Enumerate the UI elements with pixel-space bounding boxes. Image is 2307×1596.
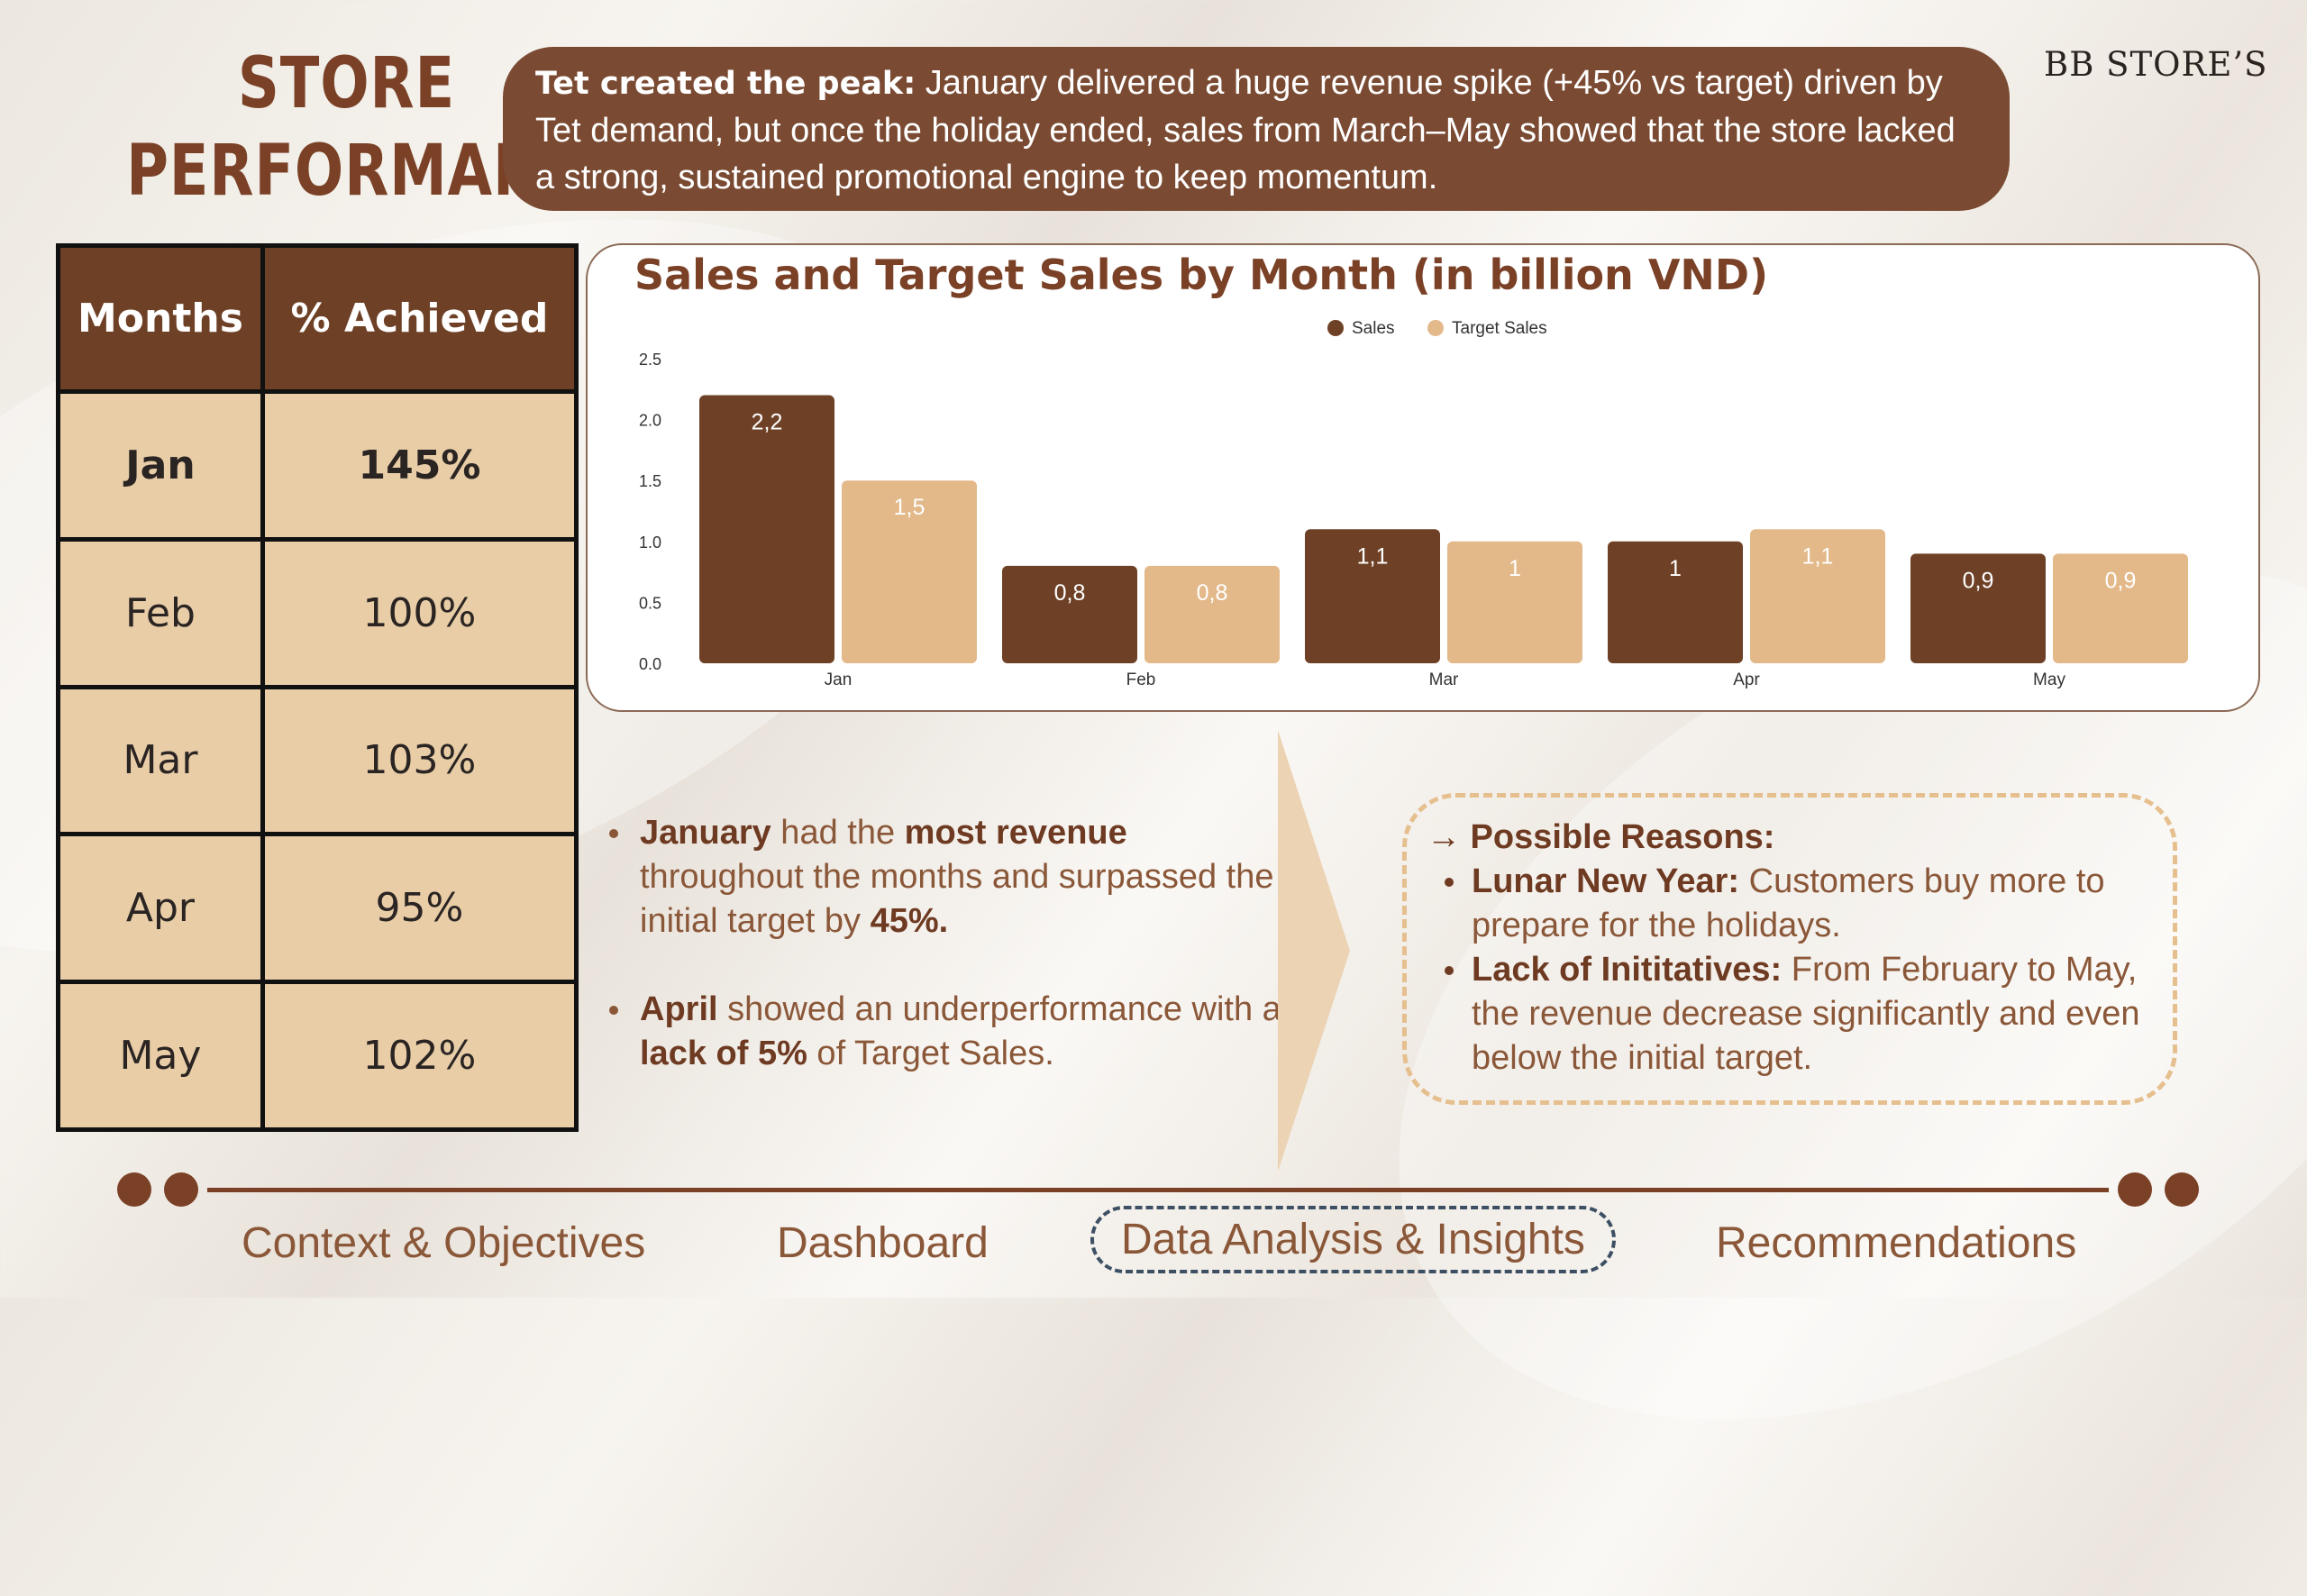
bar-target xyxy=(1447,541,1582,663)
nav-data-analysis-insights[interactable]: Data Analysis & Insights xyxy=(1090,1206,1616,1273)
legend-marker xyxy=(1327,320,1344,336)
table-row: Apr 95% xyxy=(56,832,579,985)
chart-title: Sales and Target Sales by Month (in bill… xyxy=(634,251,1769,299)
table-row: Jan 145% xyxy=(56,389,579,542)
table-cell-month: May xyxy=(56,980,265,1132)
footer-divider xyxy=(207,1188,2109,1192)
reason-text: From February to May, the revenue decrea… xyxy=(1472,951,2140,1077)
insight-bold: January xyxy=(640,814,771,852)
x-tick-label: Feb xyxy=(1126,670,1156,689)
legend-label: Target Sales xyxy=(1452,319,1547,338)
bar-sales xyxy=(1305,529,1440,663)
table-row: Feb 100% xyxy=(56,536,579,689)
table-row: Mar 103% xyxy=(56,684,579,837)
data-label: 0,8 xyxy=(1197,580,1228,606)
insight-bold: April xyxy=(640,990,718,1028)
x-tick-label: Apr xyxy=(1733,670,1760,689)
insight-banner-text: January delivered a huge revenue spike (… xyxy=(535,64,1956,196)
y-tick-label: 0.5 xyxy=(639,594,661,612)
table-cell-month: Apr xyxy=(56,832,265,985)
data-label: 1,1 xyxy=(1802,543,1834,569)
insight-text: of Target Sales. xyxy=(807,1035,1054,1072)
data-label: 0,8 xyxy=(1054,580,1086,606)
page-title-line: STORE xyxy=(237,43,455,124)
legend-label: Sales xyxy=(1352,319,1395,338)
data-label: 0,9 xyxy=(1963,568,1994,593)
insight-banner: Tet created the peak: January delivered … xyxy=(503,47,2010,211)
x-tick-label: May xyxy=(2033,670,2065,689)
footer-dot xyxy=(164,1172,198,1207)
bar-target xyxy=(1750,529,1885,663)
y-tick-label: 1.5 xyxy=(639,472,661,490)
data-label: 1 xyxy=(1669,556,1682,581)
bar-sales xyxy=(699,395,834,663)
bar-target xyxy=(2053,553,2188,663)
reason-text: Customers buy more to prepare for the ho… xyxy=(1472,862,2105,944)
bar-sales xyxy=(1002,565,1137,663)
table-cell-achieved: 102% xyxy=(260,980,579,1132)
table-cell-month: Feb xyxy=(56,536,265,689)
insight-text: showed an underperformance with a xyxy=(717,990,1281,1028)
sales-target-bar-chart: 0.0 0.5 1.0 1.5 2.0 2.5 2,2 1,5 Jan 0,8 0,8 Feb 1,1 1… xyxy=(639,319,2188,689)
reasons-list: Lunar New Year: Customers buy more to pr… xyxy=(1427,860,2157,1081)
data-label: 1,5 xyxy=(894,495,926,520)
insights-list: January had the most revenue throughout … xyxy=(602,811,1287,1120)
table-header-row: Months % Achieved xyxy=(56,243,579,394)
data-label: 2,2 xyxy=(752,410,783,435)
table-cell-achieved: 100% xyxy=(260,536,579,689)
table-cell-month: Mar xyxy=(56,684,265,837)
y-tick-label: 0.0 xyxy=(639,655,661,673)
footer-dot xyxy=(117,1172,151,1207)
nav-dashboard[interactable]: Dashboard xyxy=(777,1219,989,1267)
data-label: 1,1 xyxy=(1357,543,1389,569)
reason-item: Lack of Inititatives: From February to M… xyxy=(1427,948,2157,1081)
table-header-achieved: % Achieved xyxy=(260,243,579,394)
table-row: May 102% xyxy=(56,980,579,1132)
page-title-line: PERFORMANCE xyxy=(126,131,625,212)
chevron-right-icon xyxy=(1278,730,1350,1172)
brand-logo: BB STORE’S xyxy=(2044,45,2268,84)
table-header-months: Months xyxy=(56,243,265,394)
insight-bold: lack of 5% xyxy=(640,1035,807,1072)
possible-reasons-box: → Possible Reasons: Lunar New Year: Cust… xyxy=(1402,793,2177,1105)
x-tick-label: Mar xyxy=(1429,670,1459,689)
nav-context-objectives[interactable]: Context & Objectives xyxy=(242,1219,646,1267)
insight-bold: 45%. xyxy=(870,902,949,940)
data-label: 0,9 xyxy=(2105,568,2137,593)
chart-card: Sales and Target Sales by Month (in bill… xyxy=(586,243,2260,712)
reason-lead: Lack of Inititatives: xyxy=(1472,951,1783,989)
insight-text: had the xyxy=(771,814,905,852)
legend-marker xyxy=(1427,320,1444,336)
insight-item: April showed an underperformance with a … xyxy=(602,988,1287,1076)
nav-recommendations[interactable]: Recommendations xyxy=(1716,1219,2077,1267)
footer-dot xyxy=(2165,1172,2199,1207)
bar-target xyxy=(842,480,977,663)
bar-sales xyxy=(1608,541,1743,663)
table-cell-achieved: 95% xyxy=(260,832,579,985)
table-cell-achieved: 103% xyxy=(260,684,579,837)
y-tick-label: 2.5 xyxy=(639,351,661,369)
y-tick-label: 2.0 xyxy=(639,412,661,430)
footer-dot xyxy=(2118,1172,2152,1207)
table-cell-achieved: 145% xyxy=(260,389,579,542)
insight-text: throughout the months and surpassed the … xyxy=(640,858,1274,940)
bar-target xyxy=(1144,565,1280,663)
reasons-heading: → Possible Reasons: xyxy=(1427,818,1775,856)
y-tick-label: 1.0 xyxy=(639,534,661,552)
insight-bold: most revenue xyxy=(904,814,1127,852)
bar-sales xyxy=(1910,553,2046,663)
achievement-table: Months % Achieved Jan 145% Feb 100% Mar … xyxy=(56,243,579,1132)
table-cell-month: Jan xyxy=(56,389,265,542)
x-tick-label: Jan xyxy=(825,670,853,689)
data-label: 1 xyxy=(1509,556,1521,581)
insight-item: January had the most revenue throughout … xyxy=(602,811,1287,944)
page-title: STORE PERFORMANCE xyxy=(126,41,625,215)
insight-banner-lead: Tet created the peak: xyxy=(535,66,916,102)
reason-item: Lunar New Year: Customers buy more to pr… xyxy=(1427,860,2157,948)
reason-lead: Lunar New Year: xyxy=(1472,862,1740,900)
